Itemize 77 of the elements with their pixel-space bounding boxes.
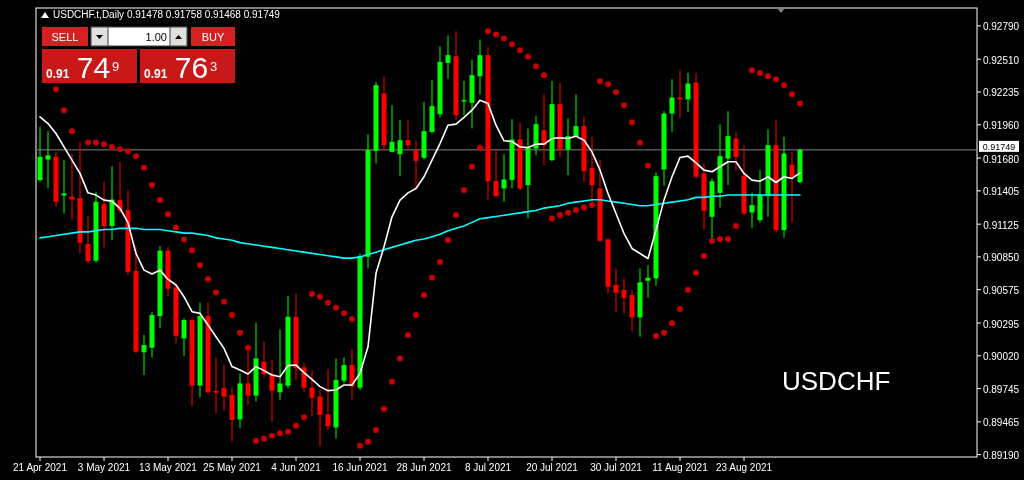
candlestick [725,110,731,186]
y-tick-label: 0.91680 [982,153,1020,165]
x-tick-label: 25 May 2021 [203,462,262,473]
candlestick [493,149,499,198]
annotation: 0.91 76$^{3}$ [144,51,218,84]
y-tick-label: 0.89190 [982,450,1020,462]
candlestick [85,215,91,264]
annotation: BUY [201,31,225,43]
candlestick [301,362,307,393]
candlestick [317,388,323,448]
annotation: USDCHF [782,366,891,396]
candlestick [405,119,411,150]
y-tick-label: 0.90575 [982,285,1020,297]
candlestick [645,264,651,299]
buy-price-box: 0.91 76$^{3}$ [140,49,235,84]
lot-size-field: 1.00 [90,26,188,47]
y-tick-label: 0.92790 [982,21,1020,33]
candlestick [397,119,403,177]
candlestick [445,34,451,80]
y-tick-label: 0.89745 [982,384,1020,396]
x-tick-label: 28 Jun 2021 [396,462,452,473]
buy-button: BUY [191,27,235,46]
candlestick [733,131,739,171]
y-tick-label: 0.89465 [982,417,1020,429]
candlestick [245,346,251,406]
candlestick [621,277,627,314]
x-tick-label: 4 Jun 2021 [271,462,322,473]
candlestick [389,104,395,153]
line-series [39,194,801,259]
x-tick-label: 23 Aug 2021 [715,462,773,473]
candlestick [101,181,107,248]
candlestick [789,151,795,224]
y-tick-label: 0.90020 [982,351,1020,363]
candlestick [45,130,51,189]
candlestick [629,289,635,333]
candlestick [69,153,75,221]
candlestick [309,369,315,418]
candlestick [269,359,275,423]
candlestick [181,317,187,357]
y-tick-label: 0.90850 [982,252,1020,264]
candlestick [221,364,227,412]
x-tick-label: 20 Jul 2021 [526,462,579,473]
sell-button: SELL [42,27,88,46]
ref-line-label: 0.91749 [982,141,1016,152]
x-tick-label: 30 Jul 2021 [590,462,643,473]
candlestick [477,39,483,95]
candlestick [213,357,219,414]
y-tick-label: 0.91125 [983,219,1020,231]
candlestick [37,126,43,183]
y-tick-label: 0.92510 [982,54,1020,66]
x-tick-label: 13 May 2021 [139,462,198,473]
candlestick [685,72,691,113]
x-tick-label: 16 Jun 2021 [332,462,388,473]
y-tick-label: 0.91405 [982,186,1020,198]
candlestick [325,368,331,431]
candlestick [349,348,355,400]
x-tick-label: 11 Aug 2021 [652,462,709,473]
candlestick [141,334,147,376]
candlestick [61,159,67,214]
candlestick [413,139,419,189]
annotation: 0.91 74$^{9}$ [46,51,120,84]
x-tick-label: 8 Jul 2021 [464,462,512,473]
x-tick-label: 3 May 2021 [77,462,131,473]
candlestick [573,94,579,138]
chart-title: USDCHF.t,Daily 0.91478 0.91758 0.91468 0.91749 [53,9,281,20]
x-tick-label: 21 Apr 2021 [13,462,68,473]
candlestick [749,192,755,229]
candlestick [613,267,619,313]
annotation: SELL [51,31,79,43]
y-tick-label: 0.90295 [982,318,1020,330]
candlestick [669,78,675,133]
annotation: 1.00 [145,31,167,43]
y-tick-label: 0.91960 [982,120,1020,132]
candlestick [341,356,347,384]
sell-price-box: 0.91 74$^{9}$ [42,49,137,84]
candlestick [277,328,283,401]
y-tick-label: 0.92235 [982,87,1020,99]
